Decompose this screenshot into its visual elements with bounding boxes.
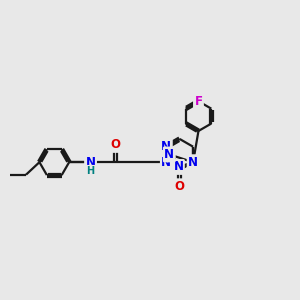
Text: H: H bbox=[86, 166, 94, 176]
Text: O: O bbox=[111, 138, 121, 152]
Text: F: F bbox=[194, 95, 202, 108]
Text: N: N bbox=[161, 156, 171, 169]
Text: N: N bbox=[85, 156, 95, 169]
Text: N: N bbox=[188, 156, 198, 169]
Text: N: N bbox=[164, 148, 174, 161]
Text: O: O bbox=[175, 180, 185, 193]
Text: N: N bbox=[161, 140, 171, 153]
Text: N: N bbox=[173, 160, 183, 173]
